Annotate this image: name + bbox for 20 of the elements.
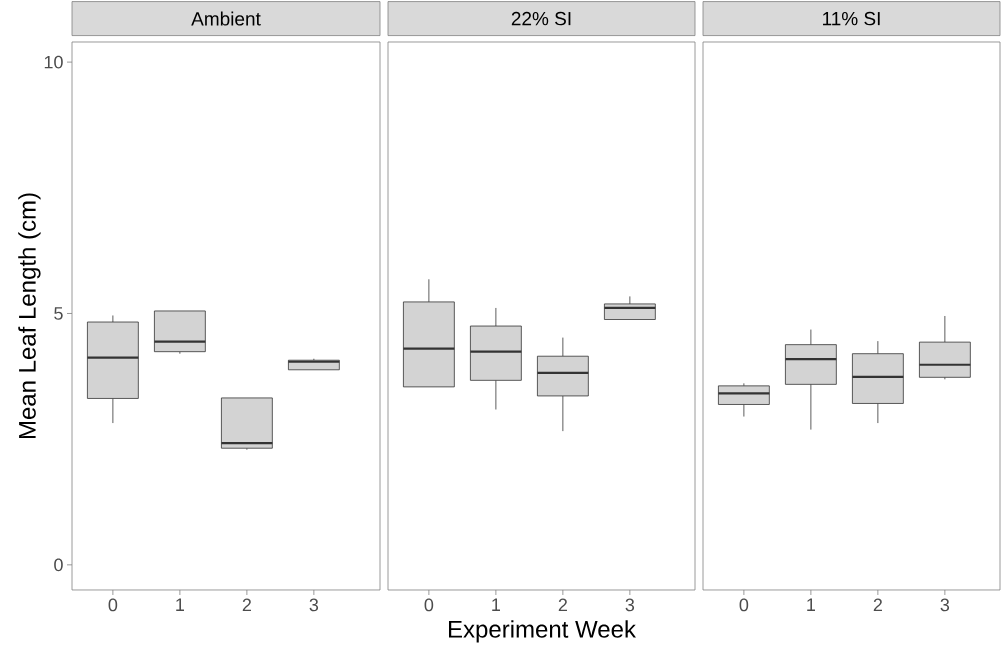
y-axis-title: Mean Leaf Length (cm) xyxy=(18,193,41,439)
x-tick-label: 0 xyxy=(424,598,434,612)
y-tick-label: 10 xyxy=(44,55,63,69)
x-tick-label: 2 xyxy=(873,598,882,612)
y-tick-label: 0 xyxy=(54,558,63,572)
chart-title: 22% SI xyxy=(511,11,571,26)
x-tick-label: 1 xyxy=(807,598,815,611)
x-tick-label: 2 xyxy=(242,598,251,612)
x-tick-label: 0 xyxy=(739,598,749,612)
y-tick-label: 5 xyxy=(54,307,63,320)
x-tick-label: 1 xyxy=(176,598,184,611)
x-tick-label: 3 xyxy=(309,598,319,612)
x-tick-label: 3 xyxy=(625,598,635,612)
x-tick-label: 0 xyxy=(108,598,118,612)
chart-title: Ambient xyxy=(191,11,261,26)
chart-title: 11% SI xyxy=(823,11,880,26)
x-tick-label: 2 xyxy=(558,598,567,612)
x-axis-title: Experiment Week xyxy=(449,620,636,643)
x-tick-label: 1 xyxy=(492,598,500,611)
x-tick-label: 3 xyxy=(940,598,950,612)
